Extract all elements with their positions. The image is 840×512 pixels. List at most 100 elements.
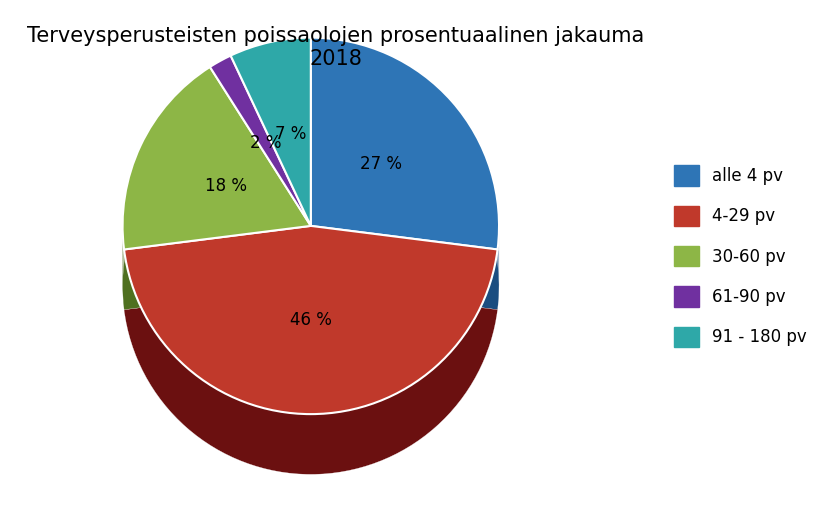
Wedge shape	[124, 242, 497, 430]
Text: 2 %: 2 %	[249, 135, 281, 153]
Wedge shape	[124, 280, 497, 468]
Wedge shape	[123, 109, 311, 292]
Wedge shape	[311, 48, 499, 260]
Wedge shape	[123, 73, 311, 255]
Wedge shape	[231, 58, 311, 246]
Wedge shape	[123, 107, 311, 290]
Wedge shape	[123, 69, 311, 251]
Wedge shape	[231, 46, 311, 234]
Wedge shape	[124, 246, 497, 434]
Wedge shape	[124, 234, 497, 422]
Wedge shape	[210, 66, 311, 236]
Wedge shape	[123, 81, 311, 264]
Wedge shape	[123, 87, 311, 269]
Wedge shape	[231, 39, 311, 228]
Wedge shape	[210, 96, 311, 266]
Wedge shape	[123, 99, 311, 282]
Wedge shape	[210, 74, 311, 244]
Wedge shape	[123, 79, 311, 262]
Wedge shape	[231, 98, 311, 286]
Wedge shape	[123, 117, 311, 300]
Wedge shape	[123, 125, 311, 308]
Wedge shape	[231, 38, 311, 226]
Wedge shape	[311, 62, 499, 273]
Wedge shape	[231, 41, 311, 230]
Wedge shape	[210, 63, 311, 234]
Legend: alle 4 pv, 4-29 pv, 30-60 pv, 61-90 pv, 91 - 180 pv: alle 4 pv, 4-29 pv, 30-60 pv, 61-90 pv, …	[657, 148, 823, 364]
Wedge shape	[231, 56, 311, 244]
Wedge shape	[210, 104, 311, 274]
Wedge shape	[124, 236, 497, 424]
Wedge shape	[210, 112, 311, 282]
Wedge shape	[210, 102, 311, 272]
Wedge shape	[124, 228, 497, 416]
Wedge shape	[311, 84, 499, 295]
Wedge shape	[210, 57, 311, 228]
Wedge shape	[231, 66, 311, 254]
Wedge shape	[124, 230, 497, 418]
Wedge shape	[124, 272, 497, 460]
Wedge shape	[311, 92, 499, 304]
Wedge shape	[231, 64, 311, 252]
Wedge shape	[210, 98, 311, 268]
Wedge shape	[231, 94, 311, 282]
Wedge shape	[123, 85, 311, 268]
Wedge shape	[231, 86, 311, 274]
Wedge shape	[311, 86, 499, 297]
Wedge shape	[124, 240, 497, 428]
Wedge shape	[311, 96, 499, 308]
Wedge shape	[311, 52, 499, 264]
Wedge shape	[123, 119, 311, 302]
Wedge shape	[311, 78, 499, 290]
Wedge shape	[231, 82, 311, 270]
Wedge shape	[311, 80, 499, 292]
Wedge shape	[231, 76, 311, 264]
Wedge shape	[210, 110, 311, 280]
Wedge shape	[311, 90, 499, 302]
Wedge shape	[210, 90, 311, 260]
Wedge shape	[210, 92, 311, 262]
Wedge shape	[231, 52, 311, 240]
Wedge shape	[124, 226, 497, 414]
Wedge shape	[124, 256, 497, 444]
Wedge shape	[210, 116, 311, 286]
Wedge shape	[124, 258, 497, 446]
Wedge shape	[210, 114, 311, 284]
Wedge shape	[311, 76, 499, 288]
Wedge shape	[210, 81, 311, 252]
Wedge shape	[311, 44, 499, 255]
Wedge shape	[124, 264, 497, 452]
Wedge shape	[123, 105, 311, 288]
Wedge shape	[231, 88, 311, 276]
Wedge shape	[124, 252, 497, 440]
Wedge shape	[231, 78, 311, 266]
Wedge shape	[123, 89, 311, 271]
Wedge shape	[311, 41, 499, 253]
Wedge shape	[231, 84, 311, 272]
Wedge shape	[123, 101, 311, 284]
Wedge shape	[123, 113, 311, 295]
Wedge shape	[311, 66, 499, 278]
Wedge shape	[210, 94, 311, 264]
Wedge shape	[311, 54, 499, 266]
Wedge shape	[231, 44, 311, 232]
Wedge shape	[124, 238, 497, 426]
Wedge shape	[231, 54, 311, 242]
Wedge shape	[231, 62, 311, 250]
Wedge shape	[311, 68, 499, 280]
Wedge shape	[124, 270, 497, 458]
Text: Terveysperusteisten poissaolojen prosentuaalinen jakauma
2018: Terveysperusteisten poissaolojen prosent…	[28, 26, 644, 69]
Wedge shape	[124, 282, 497, 471]
Text: 27 %: 27 %	[360, 155, 402, 173]
Wedge shape	[124, 232, 497, 420]
Wedge shape	[123, 95, 311, 278]
Wedge shape	[231, 96, 311, 284]
Wedge shape	[210, 70, 311, 240]
Text: 18 %: 18 %	[205, 177, 247, 195]
Wedge shape	[210, 100, 311, 270]
Wedge shape	[210, 83, 311, 254]
Wedge shape	[124, 266, 497, 454]
Wedge shape	[311, 38, 499, 249]
Wedge shape	[210, 72, 311, 242]
Wedge shape	[311, 60, 499, 271]
